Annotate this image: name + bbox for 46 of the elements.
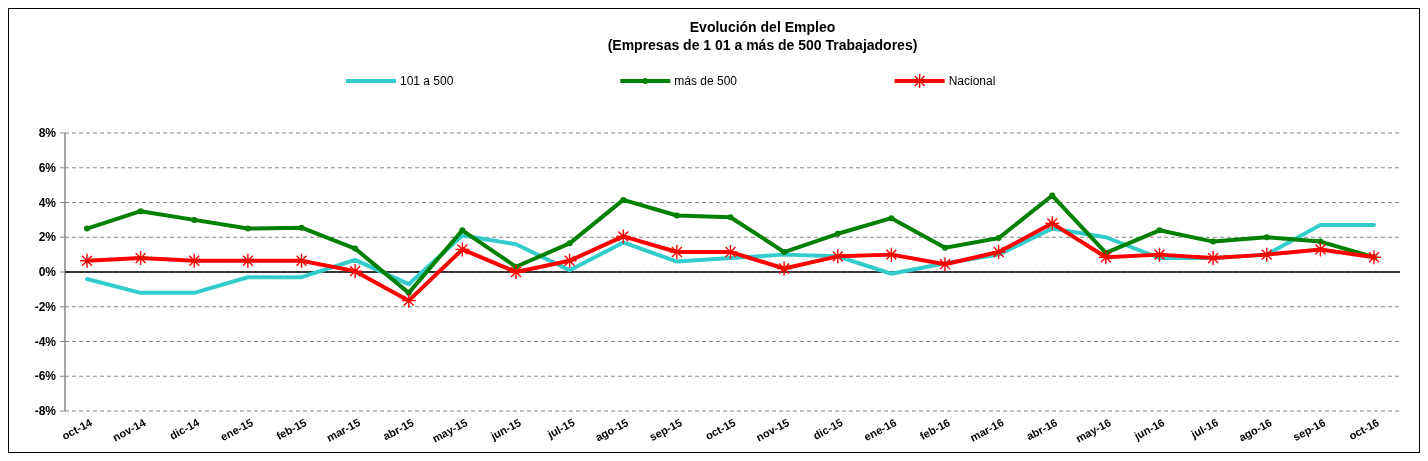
y-tick-label: 8% [38, 126, 57, 141]
point [834, 230, 841, 237]
point [566, 240, 573, 247]
point [459, 227, 466, 234]
chart-subtitle: (Empresas de 1 01 a más de 500 Trabajadores) [607, 37, 918, 53]
y-tick-label: 0% [38, 265, 57, 280]
point [723, 245, 738, 260]
point [80, 253, 94, 268]
point [191, 216, 198, 223]
point [781, 249, 788, 256]
point [137, 208, 144, 215]
point [942, 244, 948, 251]
point [888, 215, 895, 222]
point [995, 235, 1002, 242]
point [991, 245, 1006, 260]
point [938, 257, 952, 272]
point [1156, 227, 1163, 234]
legend-label: más de 500 [674, 74, 738, 88]
point [777, 261, 792, 276]
point [673, 212, 680, 219]
point [1367, 250, 1381, 265]
y-tick-label: 4% [38, 195, 57, 210]
y-tick-label: 6% [38, 160, 57, 175]
point [509, 265, 523, 279]
y-tick-label: -2% [34, 299, 57, 314]
point [1210, 238, 1217, 245]
y-tick-label: -8% [34, 404, 57, 419]
point [405, 289, 412, 296]
point [84, 225, 90, 232]
y-tick-label: 2% [38, 230, 57, 245]
point [348, 264, 363, 279]
chart-title: Evolución del Empleo [689, 19, 836, 35]
y-tick-label: -4% [34, 334, 57, 349]
legend-label: 101 a 500 [400, 74, 454, 88]
point [669, 245, 684, 260]
point [244, 225, 251, 232]
y-tick-label: -6% [34, 369, 57, 384]
point [240, 253, 255, 268]
point [1263, 234, 1270, 241]
point [1206, 251, 1221, 266]
point [1098, 250, 1113, 265]
point [133, 251, 148, 266]
point [298, 224, 305, 231]
point [352, 245, 359, 252]
legend-label: Nacional [948, 74, 996, 88]
point [727, 214, 734, 221]
